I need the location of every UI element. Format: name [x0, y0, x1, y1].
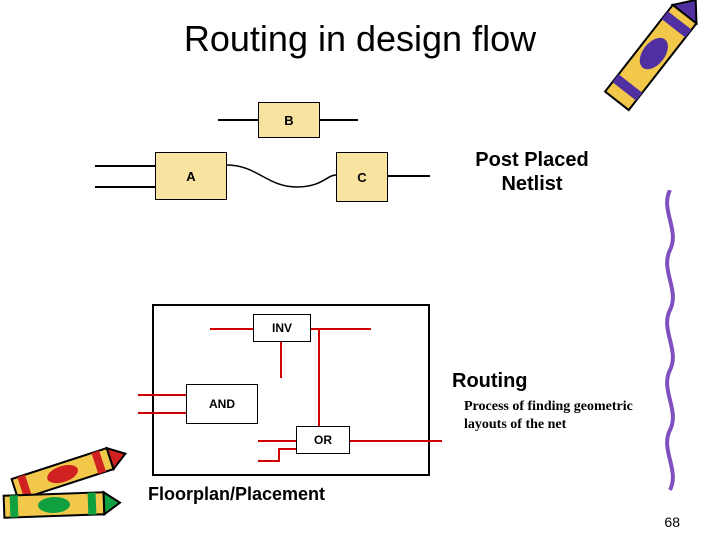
- red-route: [318, 328, 320, 426]
- label-routing: Routing: [452, 370, 528, 393]
- label-post-placed-netlist: Post Placed Netlist: [452, 148, 612, 196]
- red-route: [210, 328, 253, 330]
- block-c-label: C: [357, 170, 366, 185]
- wire: [218, 119, 258, 121]
- block-and-label: AND: [209, 397, 235, 411]
- red-route: [311, 328, 371, 330]
- block-b-label: B: [284, 113, 293, 128]
- wire: [388, 175, 430, 177]
- red-route: [350, 440, 442, 442]
- block-or: OR: [296, 426, 350, 454]
- block-c: C: [336, 152, 388, 202]
- red-route: [258, 460, 280, 462]
- block-a: A: [155, 152, 227, 200]
- crayon-icon: [602, 0, 712, 136]
- red-route: [280, 342, 282, 378]
- label-process: Process of finding geometric layouts of …: [464, 398, 664, 433]
- wire: [320, 119, 358, 121]
- block-or-label: OR: [314, 433, 332, 447]
- crayons-icon: [0, 410, 144, 530]
- wire-curve: [227, 155, 337, 195]
- page-number: 68: [664, 514, 680, 530]
- red-route: [278, 448, 280, 462]
- label-floorplan: Floorplan/Placement: [148, 484, 325, 505]
- wire: [95, 165, 155, 167]
- block-and: AND: [186, 384, 258, 424]
- red-route: [138, 394, 186, 396]
- block-inv-label: INV: [272, 321, 292, 335]
- red-route: [138, 412, 186, 414]
- block-a-label: A: [186, 169, 195, 184]
- red-route: [278, 448, 296, 450]
- decorative-squiggle: [655, 190, 685, 500]
- wire: [95, 186, 155, 188]
- block-inv: INV: [253, 314, 311, 342]
- red-route: [258, 440, 296, 442]
- block-b: B: [258, 102, 320, 138]
